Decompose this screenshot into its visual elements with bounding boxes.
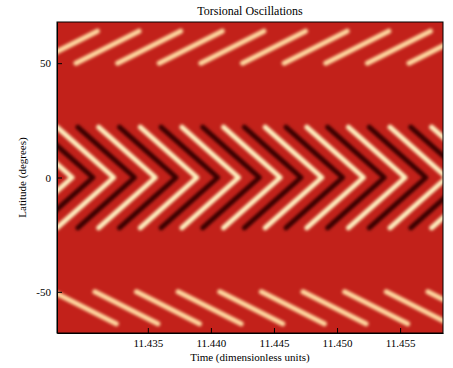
stripe [57, 127, 72, 228]
plot-area [57, 31, 443, 324]
stripe [265, 127, 322, 228]
stripe [409, 31, 443, 63]
x-tick: 11.435 [133, 328, 163, 349]
y-tick-label: 50 [40, 57, 52, 69]
stripe [369, 127, 426, 228]
x-tick-mark [400, 328, 401, 333]
x-axis-line [58, 333, 444, 334]
stripe [119, 127, 176, 228]
x-tick-mark [211, 328, 212, 333]
stripe [348, 127, 405, 228]
stripe [224, 127, 281, 228]
x-axis-title: Time (dimensionless units) [190, 351, 310, 364]
x-tick: 11.440 [196, 328, 226, 349]
x-tick-label: 11.450 [323, 337, 353, 349]
stripe [161, 127, 218, 228]
y-tick: 0 [46, 172, 63, 184]
stripe [286, 127, 343, 228]
chart: 11.435 11.440 11.445 11.450 11.455 -50 0 50 Tors… [0, 0, 453, 368]
stripe [390, 127, 443, 228]
y-tick: 50 [40, 57, 62, 69]
plot-background [57, 22, 443, 333]
x-tick-mark [337, 328, 338, 333]
x-tick: 11.450 [323, 328, 353, 349]
stripe [182, 127, 239, 228]
stripe [57, 31, 97, 63]
y-tick-mark [57, 63, 62, 64]
plot-frame [57, 22, 443, 333]
y-axis-title: Latitude (degrees) [16, 137, 29, 218]
stripe [307, 127, 364, 228]
x-tick-mark [274, 328, 275, 333]
y-tick-mark [57, 178, 62, 179]
x-tick-label: 11.445 [260, 337, 290, 349]
y-axis: -50 0 50 [36, 23, 62, 334]
x-tick: 11.445 [260, 328, 290, 349]
stripe [203, 127, 260, 228]
x-tick-label: 11.455 [386, 337, 416, 349]
x-tick-label: 11.440 [196, 337, 226, 349]
stripe [428, 292, 443, 324]
stripe [78, 127, 135, 228]
y-tick-label: -50 [36, 286, 51, 298]
y-tick: -50 [36, 286, 62, 298]
x-tick: 11.455 [386, 328, 416, 349]
stripe [328, 127, 385, 228]
x-tick-mark [148, 328, 149, 333]
y-tick-label: 0 [46, 172, 52, 184]
stripe [432, 127, 443, 228]
x-tick-label: 11.435 [133, 337, 163, 349]
stripe [244, 127, 301, 228]
x-axis: 11.435 11.440 11.445 11.450 11.455 [58, 328, 444, 349]
stripe [57, 127, 114, 228]
y-tick-mark [57, 292, 62, 293]
chart-title: Torsional Oscillations [197, 4, 303, 18]
stripe [411, 127, 443, 228]
stripe [99, 127, 156, 228]
stripe [140, 127, 197, 228]
